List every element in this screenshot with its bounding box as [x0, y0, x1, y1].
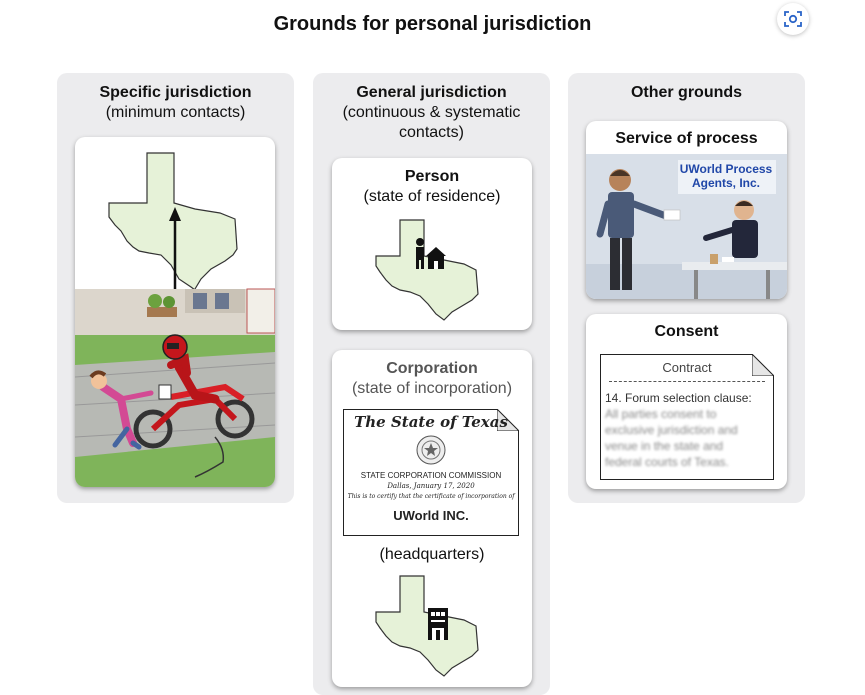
headquarters-building-icon	[428, 608, 448, 640]
process-agents-sign: UWorld Process Agents, Inc.	[679, 162, 773, 190]
motorcycle-accident-illustration	[75, 152, 275, 487]
state-seal-icon	[416, 435, 446, 465]
page-title: Grounds for personal jurisdiction	[273, 13, 592, 35]
person-subtitle: (state of residence)	[363, 188, 501, 205]
other-title: Other grounds	[630, 84, 743, 101]
contract-clause-body: All parties consent to exclusive jurisdi…	[605, 407, 738, 469]
general-subtitle: (continuous & systematic contacts)	[342, 104, 521, 141]
consent-title: Consent	[654, 323, 719, 340]
texas-headquarters-map	[375, 575, 479, 677]
specific-jurisdiction-card	[75, 137, 275, 487]
corporation-title: Corporation	[386, 360, 478, 377]
person-card: Person (state of residence)	[332, 158, 532, 330]
certificate-heading: The State of Texas	[354, 413, 508, 431]
contract-clause-heading: 14. Forum selection clause:	[605, 391, 752, 405]
general-title: General jurisdiction	[356, 84, 507, 101]
incorporation-certificate: The State of Texas STATE CORPORATION COM…	[343, 409, 519, 536]
consent-card: Consent Contract 14. Forum selection cla…	[586, 314, 787, 489]
person-home-icon	[416, 238, 446, 269]
certificate-company: UWorld INC.	[393, 508, 469, 523]
specific-subtitle: (minimum contacts)	[105, 104, 246, 121]
hq-label: (headquarters)	[379, 546, 485, 563]
texas-residence-map	[375, 219, 479, 321]
corporation-card: Corporation (state of incorporation) The…	[332, 350, 532, 687]
texas-map-icon	[375, 219, 479, 321]
page-corner-fold	[752, 354, 774, 376]
contract-document: Contract 14. Forum selection clause: All…	[600, 354, 774, 480]
certificate-commission: STATE CORPORATION COMMISSION	[360, 471, 502, 480]
specific-title: Specific jurisdiction	[99, 84, 252, 101]
texas-map-icon	[375, 575, 479, 677]
other-grounds-column: Other grounds Service of process	[568, 73, 805, 503]
general-jurisdiction-column: General jurisdiction (continuous & syste…	[313, 73, 550, 695]
contract-title: Contract	[662, 360, 712, 375]
specific-jurisdiction-column: Specific jurisdiction (minimum contacts)	[57, 73, 294, 503]
service-title: Service of process	[615, 130, 758, 147]
person-title: Person	[404, 168, 460, 185]
contract-divider	[609, 381, 765, 382]
service-of-process-card: Service of process UWorld	[586, 121, 787, 299]
corporation-subtitle: (state of incorporation)	[351, 380, 513, 397]
visual-search-button[interactable]	[777, 3, 809, 35]
texas-map-icon	[108, 152, 238, 294]
certificate-certify: This is to certify that the certificate …	[347, 493, 515, 500]
page-corner-fold	[497, 409, 519, 431]
scan-icon	[784, 11, 802, 27]
certificate-date: Dallas, January 17, 2020	[387, 482, 475, 490]
process-server-illustration	[586, 154, 787, 299]
